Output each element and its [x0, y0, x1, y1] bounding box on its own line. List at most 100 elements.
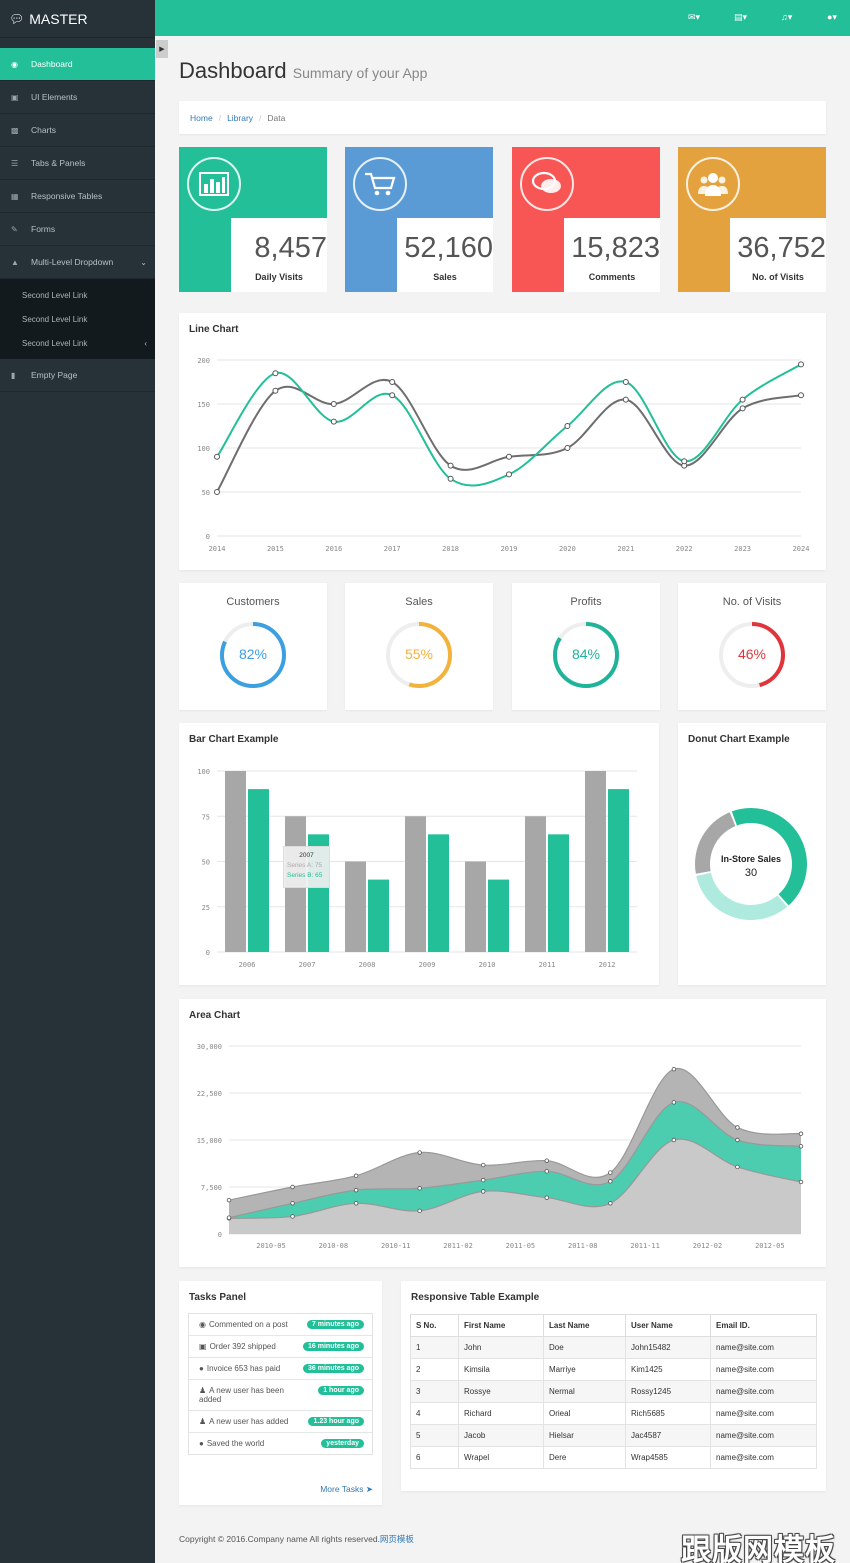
table-cell: name@site.com [710, 1446, 817, 1469]
y-tick-label: 22,500 [197, 1090, 222, 1098]
breadcrumb-separator: / [218, 112, 222, 123]
bar-chart: 0 25 50 75 100 2006 2007 2008 2009 2010 2011 2012 [197, 768, 637, 969]
donut-slice [696, 872, 788, 920]
breadcrumb-library[interactable]: Library [227, 112, 254, 123]
data-point [447, 462, 454, 469]
bar [405, 816, 426, 952]
table-row: 3 Rossye Nermal Rossy1245 name@site.com [410, 1380, 817, 1403]
breadcrumb-home[interactable]: Home [190, 112, 213, 123]
x-tick-label: 2019 [501, 545, 518, 553]
y-tick-label: 100 [197, 445, 210, 453]
tasks-icon[interactable]: ▤▾ [734, 12, 748, 22]
sidebar-item-ui-elements[interactable]: ▣ UI Elements [0, 81, 155, 114]
gauge-visits: No. of Visits 46% [678, 583, 826, 710]
list-item[interactable]: ● Saved the world yesterday [189, 1433, 372, 1454]
sidebar-item-multi-level-dropdown[interactable]: ▲ Multi-Level Dropdown ⌄ [0, 246, 155, 279]
column-header: S No. [410, 1314, 459, 1337]
data-point [671, 1137, 677, 1143]
data-point [481, 1177, 486, 1183]
user-icon[interactable]: ●▾ [827, 12, 837, 22]
stat-value: 36,752 [737, 232, 826, 264]
table-row: 6 Wrapel Dere Wrap4585 name@site.com [410, 1446, 817, 1469]
sidebar-subitem-1[interactable]: Second Level Link [0, 283, 155, 307]
bar [525, 816, 546, 952]
table-cell: 2 [410, 1358, 459, 1381]
stat-label: Comments [588, 272, 636, 282]
table-cell: name@site.com [710, 1380, 817, 1403]
gauge-ring [719, 622, 785, 688]
donut-center-label: In-Store Sales [720, 854, 782, 864]
sidebar-toggle-button[interactable]: ▶ [156, 40, 168, 58]
sidebar-item-empty-page[interactable]: ▮ Empty Page [0, 359, 155, 392]
list-item[interactable]: ▣ Order 392 shipped 16 minutes ago [189, 1336, 372, 1358]
column-header: Last Name [543, 1314, 626, 1337]
list-item[interactable]: ● Invoice 653 has paid 36 minutes ago [189, 1358, 372, 1380]
bar-chart-panel: Bar Chart Example 0 25 50 75 100 2006 2007 2008… [179, 723, 659, 985]
sidebar-item-label: Forms [31, 224, 56, 234]
user-icon: ♟ [199, 1386, 207, 1395]
gauge-ring [386, 622, 452, 688]
y-tick-label: 150 [197, 401, 210, 409]
donut-slice [695, 812, 736, 874]
x-tick-label: 2006 [239, 961, 256, 969]
comments-icon [520, 157, 574, 211]
footer-text: Copyright © 2016.Company name All rights… [179, 1534, 380, 1544]
x-tick-label: 2014 [209, 545, 226, 553]
panel-title: Donut Chart Example [688, 734, 790, 745]
x-tick-label: 2012-02 [693, 1242, 723, 1250]
y-tick-label: 50 [202, 859, 210, 867]
bell-icon[interactable]: ♫▾ [781, 12, 793, 22]
envelope-icon[interactable]: ✉▾ [688, 12, 701, 22]
series-line [216, 363, 802, 487]
table-cell: 6 [410, 1446, 459, 1469]
y-tick-label: 0 [206, 533, 210, 541]
bar [225, 771, 246, 952]
sidebar-item-dashboard[interactable]: ◉ Dashboard [0, 48, 155, 81]
stat-label: Daily Visits [255, 272, 303, 282]
x-tick-label: 2012 [599, 961, 616, 969]
top-navbar: ✉▾ ▤▾ ♫▾ ●▾ [155, 0, 850, 36]
comments-icon: 💬︎ [9, 11, 25, 26]
more-tasks-link[interactable]: More Tasks ➤ [320, 1484, 373, 1495]
data-point [506, 453, 512, 460]
data-point [622, 396, 629, 403]
data-point [608, 1201, 613, 1206]
footer-link[interactable]: 网页模板 [379, 1534, 414, 1544]
brand-logo[interactable]: 💬︎ MASTER [0, 0, 155, 38]
data-point [798, 1179, 804, 1185]
x-tick-label: 2021 [617, 545, 634, 553]
sidebar-subitem-3[interactable]: Second Level Link ‹ [0, 331, 155, 355]
sidebar-item-charts[interactable]: ▩ Charts [0, 114, 155, 147]
list-item[interactable]: ♟ A new user has been added 1 hour ago [189, 1380, 372, 1411]
x-tick-label: 2011 [539, 961, 556, 969]
task-text: A new user has been added [199, 1386, 284, 1404]
sidebar-subitem-label: Second Level Link [22, 314, 88, 324]
panel-title: Responsive Table Example [411, 1292, 540, 1303]
page-subtitle: Summary of your App [292, 65, 428, 81]
gauge-value: 82% [238, 646, 268, 662]
stat-card-comments: 15,823 Comments [512, 147, 660, 292]
list-item[interactable]: ◉ Commented on a post 7 minutes ago [189, 1314, 372, 1336]
y-tick-label: 25 [202, 904, 210, 912]
list-item[interactable]: ♟ A new user has added 1.23 hour ago [189, 1411, 372, 1433]
y-tick-label: 100 [197, 768, 210, 776]
donut-chart-panel: Donut Chart Example In-Store Sales 30 [678, 723, 826, 985]
table-cell: John [458, 1336, 544, 1359]
bar [585, 771, 606, 952]
gauge-value: 46% [737, 646, 767, 662]
task-text: A new user has added [209, 1417, 289, 1426]
sidebar-item-forms[interactable]: ✎ Forms [0, 213, 155, 246]
table-panel: Responsive Table Example S No. First Nam… [401, 1281, 826, 1491]
sidebar-item-tabs-panels[interactable]: ☰ Tabs & Panels [0, 147, 155, 180]
sidebar-subitem-2[interactable]: Second Level Link [0, 307, 155, 331]
data-point [735, 1137, 740, 1143]
globe-icon: ● [199, 1364, 204, 1373]
y-tick-label: 0 [218, 1231, 222, 1239]
data-point [506, 471, 512, 478]
x-tick-label: 2010-08 [319, 1242, 349, 1250]
sidebar-subitem-label: Second Level Link [22, 290, 88, 300]
sidebar-item-responsive-tables[interactable]: ▦ Responsive Tables [0, 180, 155, 213]
table-cell: Nermal [543, 1380, 626, 1403]
table-cell: 1 [410, 1336, 459, 1359]
table-cell: Wrapel [458, 1446, 544, 1469]
